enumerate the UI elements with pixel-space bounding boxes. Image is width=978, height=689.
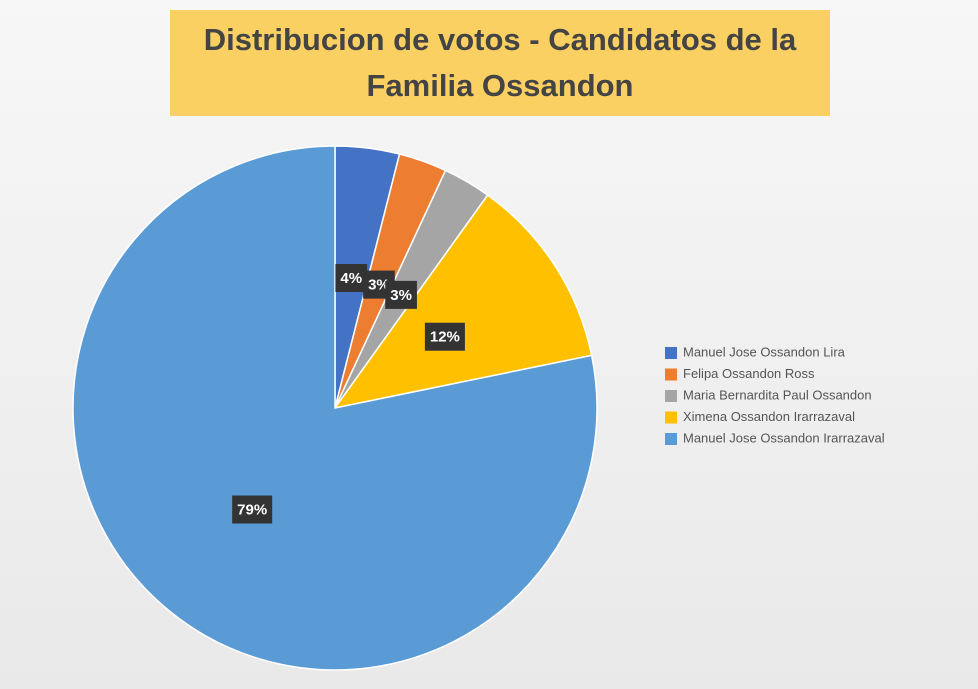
legend-label: Felipa Ossandon Ross [683,366,815,381]
legend-label: Maria Bernardita Paul Ossandon [683,387,872,402]
data-label-box [424,322,465,351]
legend-label: Ximena Ossandon Irarrazaval [683,409,855,424]
legend-swatch [665,411,677,424]
data-label: 4% [340,270,362,287]
legend-swatch [665,347,677,359]
legend-swatch [665,390,677,402]
pie-slice [333,194,593,410]
legend-swatch [665,433,677,445]
legend-label: Manuel Jose Ossandon Lira [683,344,846,359]
data-label: 3% [368,277,390,294]
data-label: 12% [430,329,460,346]
legend-swatch [665,368,677,381]
data-label: 79% [237,501,267,518]
data-label: 3% [390,287,412,304]
data-label-box [385,280,417,309]
pie-slice [72,145,598,671]
data-label-box [335,264,368,293]
legend-label: Manuel Jose Ossandon Irarrazaval [683,430,885,445]
chart-title: Distribucion de votos - Candidatos de la… [170,10,830,116]
data-label-box [232,495,273,524]
